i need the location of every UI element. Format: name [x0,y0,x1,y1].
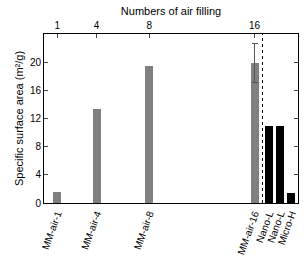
svg-text:0: 0 [35,198,41,209]
svg-text:1: 1 [54,20,60,31]
svg-text:20: 20 [30,57,42,68]
svg-text:Micro-H: Micro-H [276,210,298,247]
svg-text:8: 8 [146,20,152,31]
svg-text:8: 8 [35,141,41,152]
svg-text:MM-air-8: MM-air-8 [132,209,156,251]
svg-text:MM-air-16: MM-air-16 [235,209,261,256]
svg-text:16: 16 [30,85,42,96]
svg-text:Numbers of air filling: Numbers of air filling [121,5,221,17]
svg-text:16: 16 [249,20,261,31]
svg-text:MM-air-1: MM-air-1 [40,209,64,251]
svg-text:MM-air-4: MM-air-4 [79,209,103,251]
svg-text:12: 12 [30,113,42,124]
svg-text:4: 4 [35,169,41,180]
svg-text:Specific surface area (m²/g): Specific surface area (m²/g) [13,51,25,186]
svg-text:Nano-L: Nano-L [254,209,276,244]
svg-text:Nano-L: Nano-L [265,209,287,244]
svg-text:4: 4 [94,20,100,31]
